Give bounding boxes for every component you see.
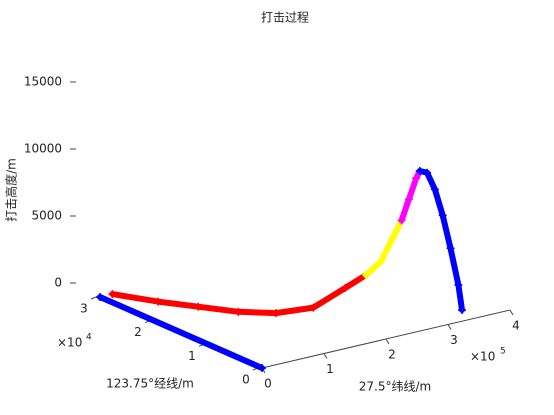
y-tick-label: 0 [242, 373, 250, 387]
marker [397, 216, 406, 225]
marker [234, 307, 243, 316]
marker [341, 283, 350, 292]
marker [258, 364, 266, 372]
marker [194, 302, 203, 311]
x-exponent-power: 5 [500, 347, 506, 357]
marker [446, 244, 455, 253]
z-tick-label: 10000 [24, 142, 62, 156]
marker [108, 290, 117, 299]
marker [376, 257, 385, 266]
x-tick [385, 338, 390, 345]
marker [415, 166, 424, 175]
marker [412, 174, 421, 183]
x-tick-label: 2 [388, 348, 396, 362]
y-tick-label: 2 [134, 325, 142, 339]
y-axis-label: 123.75°经线/m [106, 377, 194, 391]
z-tick-label: 15000 [24, 75, 62, 89]
marker [438, 211, 447, 220]
marker [154, 297, 162, 306]
marker [458, 305, 466, 314]
x-tick [509, 309, 514, 316]
trajectory [109, 272, 369, 317]
marker [423, 168, 432, 177]
x-tick [323, 353, 328, 359]
trajectory [363, 217, 405, 278]
y-exponent-power: 4 [86, 333, 92, 343]
y-tick-label: 1 [188, 349, 196, 363]
x-tick-label: 0 [264, 377, 272, 391]
z-tick-label: 0 [54, 276, 62, 290]
y-exponent: ×10 [57, 336, 82, 350]
y-tick [90, 296, 97, 300]
marker [271, 309, 280, 318]
marker [454, 280, 463, 289]
x-axis-label: 27.5°纬线/m [359, 380, 431, 394]
marker [309, 303, 318, 312]
trajectory [398, 168, 423, 224]
x-tick-label: 3 [450, 333, 458, 347]
x-exponent: ×10 [470, 350, 495, 364]
z-tick-label: 5000 [31, 209, 62, 223]
x-tick [447, 324, 452, 330]
marker [430, 185, 439, 194]
trajectory [97, 294, 265, 371]
marker [96, 293, 104, 301]
marker [404, 195, 413, 204]
x-tick-label: 1 [326, 362, 334, 376]
marker [362, 271, 370, 279]
x-tick-label: 4 [512, 319, 520, 333]
z-axis-label: 打击高度/m [4, 158, 19, 222]
trajectory [416, 168, 465, 313]
marker [388, 234, 397, 243]
y-tick-label: 3 [80, 302, 88, 316]
chart-title: 打击过程 [261, 10, 309, 25]
